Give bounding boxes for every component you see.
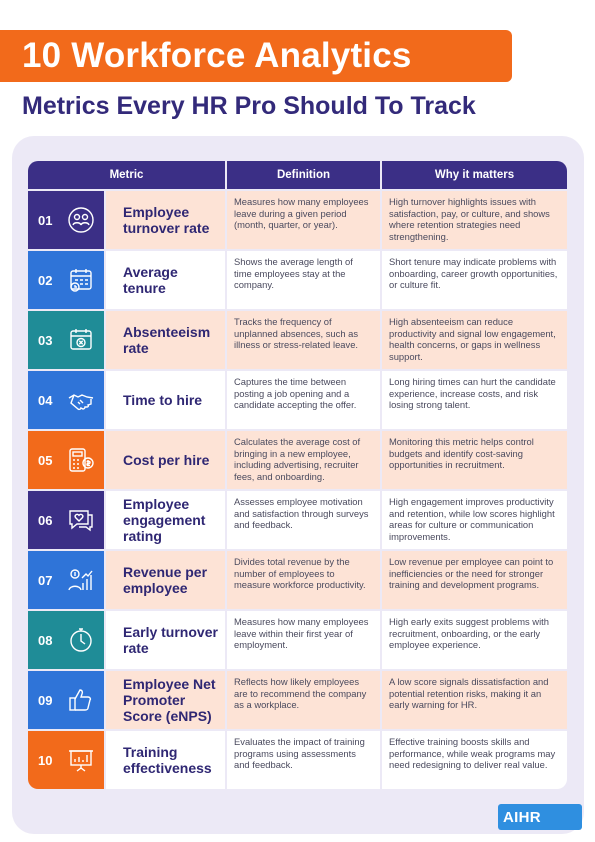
metric-definition: Captures the time between posting a job … <box>227 371 380 429</box>
aihr-logo: AIHR <box>498 804 582 830</box>
metric-why: High early exits suggest problems with r… <box>382 611 567 669</box>
stopwatch-icon <box>66 625 96 655</box>
row-number-cell: 04 <box>28 371 104 429</box>
row-number-cell: 08 <box>28 611 104 669</box>
header-why: Why it matters <box>382 161 567 189</box>
row-number: 01 <box>38 212 53 228</box>
page-subtitle: Metrics Every HR Pro Should To Track <box>22 92 476 120</box>
table-row: 03 Absenteeism rate Tracks the frequency… <box>28 311 567 369</box>
metric-why: A low score signals dissatisfaction and … <box>382 671 567 729</box>
row-number: 09 <box>38 692 53 708</box>
metrics-table: Metric Definition Why it matters 01 Empl… <box>28 161 567 797</box>
metric-definition: Measures how many employees leave during… <box>227 191 380 249</box>
metric-definition: Measures how many employees leave within… <box>227 611 380 669</box>
calculator-dollar-icon <box>66 445 96 475</box>
row-number: 04 <box>38 392 53 408</box>
row-number-cell: 02 <box>28 251 104 309</box>
revenue-chart-icon <box>66 565 96 595</box>
table-row: 07 Revenue per employee Divides total re… <box>28 551 567 609</box>
row-number: 06 <box>38 512 53 528</box>
metric-name: Training effectiveness <box>106 731 225 789</box>
metric-name: Average tenure <box>106 251 225 309</box>
page-title: 10 Workforce Analytics <box>22 36 412 75</box>
metric-definition: Shows the average length of time employe… <box>227 251 380 309</box>
metric-name: Cost per hire <box>106 431 225 489</box>
table-row: 01 Employee turnover rate Measures how m… <box>28 191 567 249</box>
table-row: 10 Training effectiveness Evaluates the … <box>28 731 567 789</box>
header-definition: Definition <box>227 161 380 189</box>
header-metric: Metric <box>28 161 225 189</box>
metric-definition: Tracks the frequency of unplanned absenc… <box>227 311 380 369</box>
table-row: 02 Average tenure Shows the average leng… <box>28 251 567 309</box>
table-header: Metric Definition Why it matters <box>28 161 567 189</box>
metric-definition: Divides total revenue by the number of e… <box>227 551 380 609</box>
presentation-icon <box>66 745 96 775</box>
row-number: 03 <box>38 332 53 348</box>
table-row: 04 Time to hire Captures the time betwee… <box>28 371 567 429</box>
metric-name: Revenue per employee <box>106 551 225 609</box>
row-number-cell: 06 <box>28 491 104 549</box>
row-number: 05 <box>38 452 53 468</box>
metric-why: High absenteeism can reduce productivity… <box>382 311 567 369</box>
metric-name: Early turnover rate <box>106 611 225 669</box>
row-number: 02 <box>38 272 53 288</box>
metric-name: Employee turnover rate <box>106 191 225 249</box>
title-banner: 10 Workforce Analytics <box>0 30 512 82</box>
table-row: 06 Employee engagement rating Assesses e… <box>28 491 567 549</box>
metric-definition: Calculates the average cost of bringing … <box>227 431 380 489</box>
row-number: 10 <box>38 752 53 768</box>
metric-definition: Reflects how likely employees are to rec… <box>227 671 380 729</box>
metric-why: High turnover highlights issues with sat… <box>382 191 567 249</box>
row-number: 08 <box>38 632 53 648</box>
calendar-x-icon <box>66 325 96 355</box>
thumbs-up-icon <box>66 685 96 715</box>
people-cycle-icon <box>66 205 96 235</box>
calendar-clock-icon <box>66 265 96 295</box>
row-number-cell: 07 <box>28 551 104 609</box>
row-number-cell: 10 <box>28 731 104 789</box>
metric-why: Long hiring times can hurt the candidate… <box>382 371 567 429</box>
table-row: 05 Cost per hire Calculates the average … <box>28 431 567 489</box>
logo-wordmark: AIHR <box>503 808 541 826</box>
table-row: 08 Early turnover rate Measures how many… <box>28 611 567 669</box>
row-number-cell: 01 <box>28 191 104 249</box>
metric-why: Short tenure may indicate problems with … <box>382 251 567 309</box>
row-number: 07 <box>38 572 53 588</box>
metric-name: Time to hire <box>106 371 225 429</box>
row-number-cell: 09 <box>28 671 104 729</box>
row-number-cell: 05 <box>28 431 104 489</box>
chat-heart-icon <box>66 505 96 535</box>
metric-definition: Evaluates the impact of training program… <box>227 731 380 789</box>
row-number-cell: 03 <box>28 311 104 369</box>
metric-definition: Assesses employee motivation and satisfa… <box>227 491 380 549</box>
metric-name: Employee Net Promoter Score (eNPS) <box>106 671 225 729</box>
metric-why: Effective training boosts skills and per… <box>382 731 567 789</box>
metric-why: Monitoring this metric helps control bud… <box>382 431 567 489</box>
table-row: 09 Employee Net Promoter Score (eNPS) Re… <box>28 671 567 729</box>
handshake-icon <box>66 385 96 415</box>
metric-why: High engagement improves productivity an… <box>382 491 567 549</box>
metric-name: Absenteeism rate <box>106 311 225 369</box>
metric-name: Employee engagement rating <box>106 491 225 549</box>
metric-why: Low revenue per employee can point to in… <box>382 551 567 609</box>
